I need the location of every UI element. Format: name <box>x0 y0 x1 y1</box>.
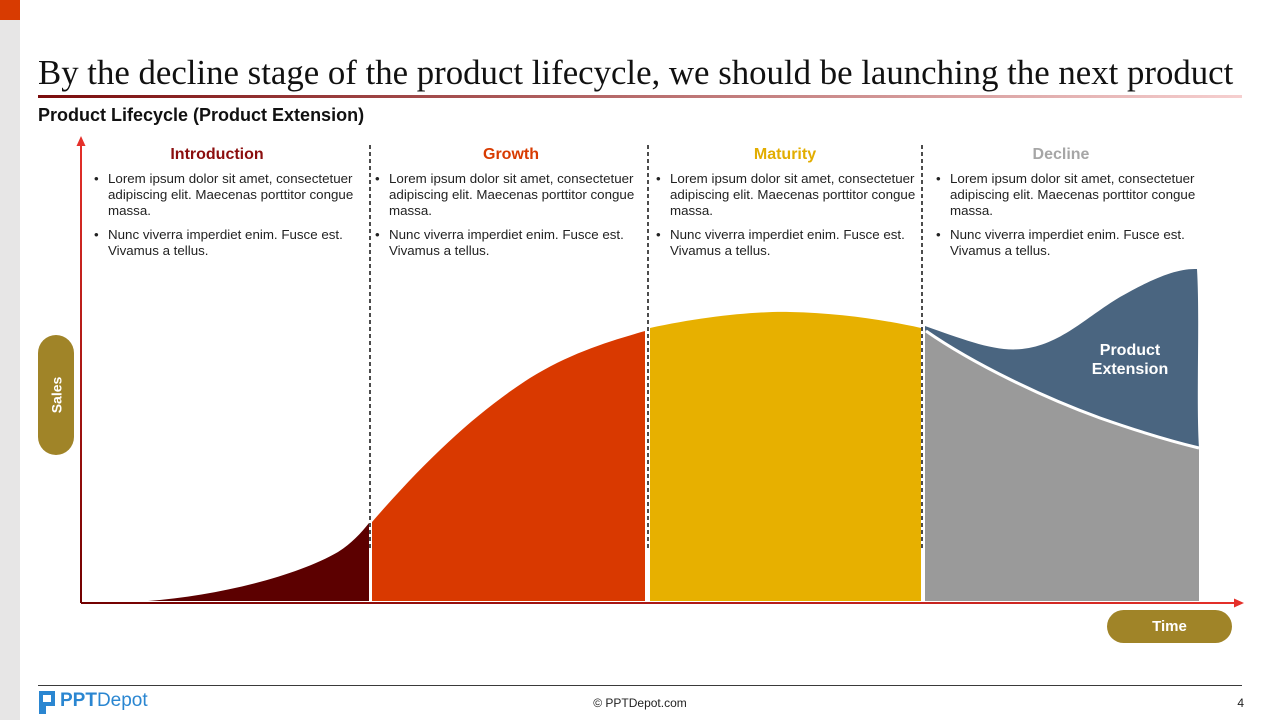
growth-area <box>372 331 645 601</box>
bullet-item: Nunc viverra imperdiet enim. Fusce est. … <box>656 227 920 259</box>
bullet-item: Lorem ipsum dolor sit amet, consectetuer… <box>375 171 639 219</box>
introduction-area <box>148 523 369 601</box>
x-axis-label: Time <box>1152 618 1187 635</box>
stage-header-maturity: Maturity <box>753 146 817 163</box>
maturity-area <box>650 311 921 601</box>
page-number: 4 <box>1237 696 1244 710</box>
decline-area <box>925 330 1199 601</box>
pptdepot-logo-icon <box>39 691 55 714</box>
slide-title: By the decline stage of the product life… <box>38 53 1234 92</box>
y-axis-arrow <box>76 136 86 146</box>
stage-bullets-introduction: Lorem ipsum dolor sit amet, consectetuer… <box>94 171 358 267</box>
slide-subtitle: Product Lifecycle (Product Extension) <box>38 105 365 125</box>
stage-header-introduction: Introduction <box>170 146 264 163</box>
stage-header-growth: Growth <box>483 146 539 163</box>
copyright-text: © PPTDepot.com <box>593 696 687 710</box>
extension-separator-line <box>925 329 1200 450</box>
bullet-item: Lorem ipsum dolor sit amet, consectetuer… <box>94 171 358 219</box>
bullet-item: Lorem ipsum dolor sit amet, consectetuer… <box>656 171 920 219</box>
stage-bullets-decline: Lorem ipsum dolor sit amet, consectetuer… <box>936 171 1200 267</box>
bullet-item: Nunc viverra imperdiet enim. Fusce est. … <box>94 227 358 259</box>
title-underline <box>38 95 1242 98</box>
footer-divider <box>38 685 1242 686</box>
side-strip <box>0 0 20 720</box>
logo-text-regular: Depot <box>96 690 148 711</box>
x-axis-arrow <box>1234 598 1244 608</box>
x-axis-label-pill: Time <box>1107 610 1232 643</box>
logo-mark-shape <box>39 691 55 714</box>
y-axis-label: Sales <box>48 376 64 414</box>
y-axis-label-pill: Sales <box>38 335 74 455</box>
bullet-item: Nunc viverra imperdiet enim. Fusce est. … <box>375 227 639 259</box>
bullet-item: Lorem ipsum dolor sit amet, consectetuer… <box>936 171 1200 219</box>
logo-text-bold: PPT <box>60 690 97 711</box>
stage-bullets-growth: Lorem ipsum dolor sit amet, consectetuer… <box>375 171 639 267</box>
pptdepot-logo-text: PPTDepot <box>60 689 148 713</box>
stage-bullets-maturity: Lorem ipsum dolor sit amet, consectetuer… <box>656 171 920 267</box>
product-extension-area <box>925 268 1199 448</box>
bullet-item: Nunc viverra imperdiet enim. Fusce est. … <box>936 227 1200 259</box>
product-extension-label: Product Extension <box>1091 342 1169 378</box>
corner-accent-mark <box>0 0 20 20</box>
stage-header-decline: Decline <box>1032 146 1090 163</box>
